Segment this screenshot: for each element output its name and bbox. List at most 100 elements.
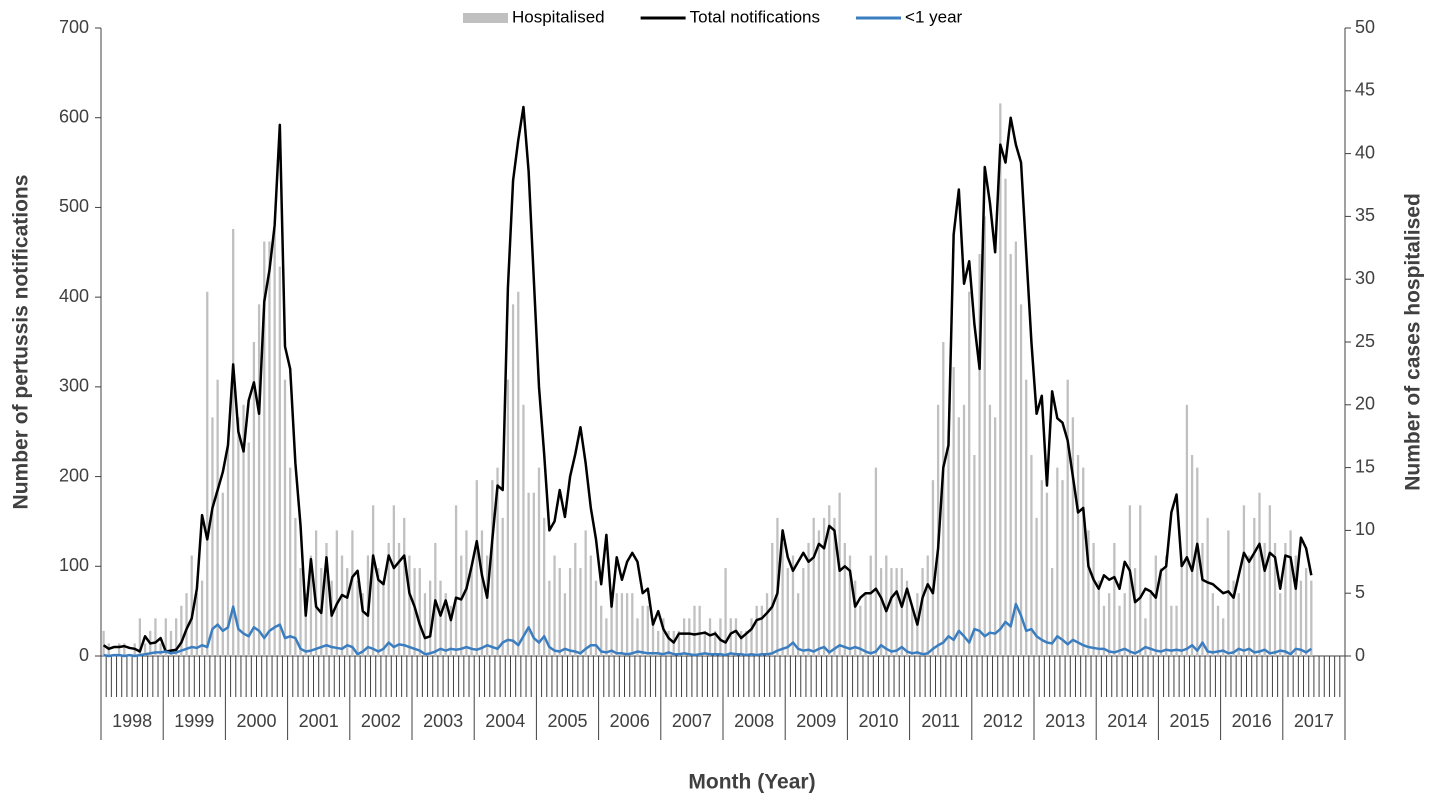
bar [1170, 605, 1173, 656]
bar [118, 643, 121, 656]
bar [1144, 618, 1147, 656]
y-tick-label: 500 [59, 196, 89, 216]
bar [1185, 404, 1189, 656]
bar [589, 555, 592, 656]
bar [1045, 492, 1049, 656]
bar [159, 643, 162, 656]
bar [1025, 379, 1028, 656]
bar [807, 542, 810, 656]
bar [1123, 593, 1126, 656]
bar [1284, 542, 1287, 656]
bar [641, 605, 644, 656]
bar [740, 630, 743, 656]
bar [361, 593, 364, 656]
bar [1159, 568, 1163, 656]
bar [1139, 505, 1142, 656]
y2-tick-label: 0 [1355, 645, 1365, 665]
y-tick-label: 700 [59, 17, 89, 37]
bar [568, 568, 572, 656]
bar [662, 618, 665, 656]
bar [1108, 593, 1111, 656]
bar [1066, 379, 1069, 656]
bar [931, 480, 935, 656]
line [102, 105, 1313, 653]
bar [988, 404, 992, 656]
bar [1247, 555, 1251, 656]
bar [206, 291, 209, 656]
bar [1206, 517, 1209, 656]
bar [138, 618, 142, 656]
x-group-label: 2000 [236, 711, 276, 731]
bar [765, 593, 769, 656]
bar [527, 492, 530, 656]
bar [1310, 580, 1313, 656]
y2-tick-label: 45 [1355, 80, 1375, 100]
bar [480, 530, 484, 656]
bar [968, 291, 971, 656]
bar [973, 455, 976, 656]
legend-label: <1 year [905, 7, 963, 26]
bar [1279, 593, 1282, 656]
bar [175, 618, 178, 656]
bar [1165, 555, 1168, 656]
bar [1035, 517, 1038, 656]
bar [330, 580, 333, 656]
bar [822, 517, 826, 656]
bar [1299, 580, 1303, 656]
bar [377, 568, 380, 656]
bar [289, 467, 292, 656]
bar [1180, 568, 1183, 656]
bar [838, 492, 841, 656]
bar [346, 568, 349, 656]
bar [237, 417, 240, 656]
bar [537, 467, 541, 656]
bar [781, 542, 784, 656]
bar [1030, 455, 1033, 656]
bar [833, 517, 836, 656]
bar [299, 568, 302, 656]
bar [449, 605, 453, 656]
bar [283, 379, 287, 656]
y2-tick-label: 5 [1355, 582, 1365, 602]
bar [543, 517, 546, 656]
bar [1242, 505, 1246, 656]
x-group-label: 2005 [547, 711, 587, 731]
bar [620, 593, 624, 656]
bar [102, 630, 105, 656]
bar [911, 605, 914, 656]
bar [579, 568, 582, 656]
bar [1133, 568, 1137, 656]
bar [978, 254, 981, 656]
x-group-label: 2007 [672, 711, 712, 731]
bar [682, 618, 686, 656]
bar [594, 580, 598, 656]
bar [874, 467, 878, 656]
bar [1222, 618, 1225, 656]
y2-tick-label: 15 [1355, 456, 1375, 476]
bar [1196, 467, 1199, 656]
bar [947, 429, 950, 656]
bar [1253, 517, 1256, 656]
bar [926, 555, 929, 656]
bar [491, 480, 494, 656]
bar [1004, 178, 1007, 656]
y-tick-label: 0 [79, 645, 89, 665]
bar [688, 618, 691, 656]
y-tick-label: 200 [59, 465, 89, 485]
bar [962, 404, 966, 656]
bar [942, 342, 945, 656]
bar [548, 580, 551, 656]
line [103, 602, 1313, 658]
bar [408, 555, 411, 656]
y-tick-label: 300 [59, 376, 89, 396]
bar [895, 568, 898, 656]
y-axis-title: Number of pertussis notifications [10, 175, 33, 510]
bar [403, 517, 406, 656]
x-group-label: 2017 [1294, 711, 1334, 731]
bar [631, 593, 634, 656]
x-group-label: 2014 [1107, 711, 1147, 731]
bar [232, 228, 235, 656]
bar [1102, 605, 1106, 656]
x-group-label: 2002 [361, 711, 401, 731]
